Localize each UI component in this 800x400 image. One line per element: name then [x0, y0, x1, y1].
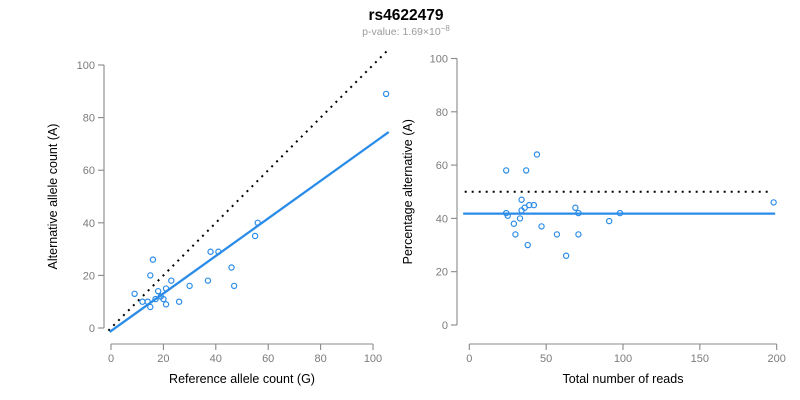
x-tick-label: 0 — [466, 353, 472, 365]
data-point — [382, 90, 390, 98]
data-point — [504, 212, 511, 219]
y-tick-label: 100 — [430, 54, 448, 66]
data-point — [521, 204, 528, 211]
data-point — [251, 232, 259, 240]
figure-subtitle: p-value: 1.69×10−8 — [362, 24, 450, 38]
data-point — [562, 252, 570, 259]
data-point — [230, 282, 238, 290]
data-point — [131, 290, 138, 298]
data-point — [516, 215, 524, 222]
data-point — [770, 199, 777, 206]
x-axis-label: Reference allele count (G) — [169, 372, 315, 386]
data-point — [160, 295, 167, 303]
x-tick-label: 100 — [614, 353, 632, 365]
y-tick-label: 0 — [442, 320, 448, 332]
data-point — [147, 303, 154, 311]
data-point — [522, 167, 530, 174]
x-tick-label: 40 — [210, 353, 222, 365]
data-point — [215, 248, 222, 255]
x-tick-label: 0 — [108, 353, 114, 365]
data-point — [149, 256, 157, 263]
x-tick-label: 50 — [540, 353, 552, 365]
x-tick-label: 200 — [768, 353, 786, 365]
data-point — [139, 298, 146, 305]
y-tick-label: 20 — [436, 267, 448, 279]
y-tick-label: 60 — [436, 160, 448, 172]
x-tick-label: 20 — [157, 353, 169, 365]
data-point — [572, 204, 579, 211]
data-point — [553, 231, 561, 238]
figure-title: rs4622479 — [369, 7, 444, 24]
data-point — [533, 151, 541, 158]
x-axis-label: Total number of reads — [563, 372, 684, 386]
y-tick-label: 40 — [436, 213, 448, 225]
data-point — [175, 298, 183, 305]
data-point — [207, 248, 214, 255]
left-scatter-panel: 0 20 40 60 80 100 0 20 40 60 80 100 Reference allele… — [46, 49, 390, 386]
x-tick-label: 100 — [364, 353, 382, 365]
data-point — [538, 223, 545, 230]
y-axis-label: Percentage alternative (A) — [401, 119, 415, 264]
y-tick-label: 80 — [436, 107, 448, 119]
data-point — [168, 277, 175, 284]
data-point — [605, 217, 613, 225]
data-point — [162, 301, 170, 308]
x-tick-label: 150 — [691, 353, 709, 365]
data-point — [204, 277, 212, 284]
data-point — [512, 231, 519, 238]
data-point — [502, 167, 510, 174]
data-point — [154, 287, 162, 295]
data-point — [228, 264, 235, 271]
y-tick-label: 80 — [83, 113, 95, 125]
y-tick-label: 60 — [83, 165, 95, 177]
subtitle-text: p-value: 1.69×10 — [362, 26, 441, 38]
subtitle-exponent: −8 — [441, 24, 451, 33]
data-point — [152, 295, 159, 303]
x-tick-label: 80 — [314, 353, 326, 365]
y-tick-label: 40 — [83, 218, 95, 230]
data-point — [530, 201, 538, 209]
x-tick-label: 60 — [262, 353, 274, 365]
data-point — [524, 241, 531, 249]
data-point — [510, 220, 518, 227]
y-tick-label: 0 — [89, 323, 95, 335]
data-point — [144, 298, 151, 305]
data-point — [162, 285, 170, 292]
data-point — [186, 282, 193, 290]
data-point — [575, 231, 582, 238]
y-tick-label: 100 — [77, 60, 95, 72]
fit-line — [109, 131, 390, 333]
right-scatter-panel: 0 50 100 150 200 0 20 40 60 80 100 Total number of … — [401, 54, 786, 387]
data-point — [518, 196, 525, 203]
data-point — [616, 209, 624, 217]
identity-line — [107, 49, 389, 332]
data-point — [254, 219, 261, 226]
data-point — [147, 272, 154, 279]
y-axis-label: Alternative allele count (A) — [46, 124, 60, 270]
y-tick-label: 20 — [83, 270, 95, 282]
data-point — [575, 209, 582, 217]
